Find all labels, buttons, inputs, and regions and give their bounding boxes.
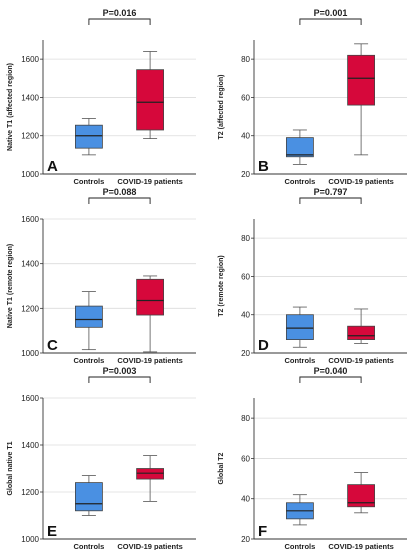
p-value-label: P=0.040	[314, 366, 348, 376]
iqr-box	[347, 484, 376, 508]
panel-letter: E	[47, 523, 57, 540]
panel-letter: A	[47, 158, 58, 175]
y-axis-label: Native T1 (affected region)	[7, 63, 14, 151]
panel-e: 1000 1200 1400 1600 Global native T1 Controls…	[7, 366, 196, 551]
y-tick-label: 40	[241, 132, 250, 141]
p-value-label: P=0.797	[314, 187, 348, 197]
y-tick-label: 1600	[21, 55, 39, 64]
y-tick-label: 80	[241, 234, 250, 243]
y-axis-label: Global native T1	[7, 441, 14, 495]
category-label: COVID-19 patients	[328, 356, 393, 365]
iqr-box	[347, 325, 376, 341]
y-tick-label: 20	[241, 535, 250, 544]
box-controls	[285, 494, 314, 526]
iqr-box	[285, 314, 314, 341]
y-axis-label: Global T2	[218, 452, 225, 484]
panel-d: 20 40 60 80 T2 (remote region) Controls COVID-…	[218, 187, 407, 365]
y-tick-label: 1400	[21, 93, 39, 102]
box-controls	[75, 291, 103, 351]
iqr-box	[75, 124, 103, 149]
iqr-box	[136, 69, 165, 131]
iqr-box	[75, 482, 103, 512]
y-tick-label: 1000	[21, 535, 39, 544]
box-covid	[136, 455, 165, 502]
y-tick-label: 1200	[21, 304, 39, 313]
category-label: COVID-19 patients	[117, 177, 182, 186]
y-tick-label: 20	[241, 170, 250, 179]
iqr-box	[347, 54, 376, 106]
y-tick-label: 40	[241, 495, 250, 504]
iqr-box	[75, 305, 103, 328]
category-label: Controls	[73, 542, 104, 550]
panel-a: 1000 1200 1400 1600 Native T1 (affected regi…	[7, 8, 196, 186]
y-tick-label: 1000	[21, 170, 39, 179]
panel-letter: D	[258, 337, 269, 354]
significance-bracket	[299, 18, 362, 25]
box-controls	[285, 129, 314, 165]
category-label: COVID-19 patients	[117, 542, 182, 550]
y-axis-label: T2 (remote region)	[218, 255, 225, 316]
box-controls	[285, 306, 314, 348]
significance-bracket	[299, 376, 362, 383]
significance-bracket	[299, 197, 362, 204]
y-tick-label: 1200	[21, 488, 39, 497]
y-tick-label: 40	[241, 311, 250, 320]
p-value-label: P=0.088	[103, 187, 137, 197]
y-tick-label: 60	[241, 272, 250, 281]
panel-letter: B	[258, 158, 269, 175]
y-tick-label: 1400	[21, 441, 39, 450]
p-value-label: P=0.003	[103, 366, 137, 376]
y-tick-label: 1000	[21, 349, 39, 358]
y-axis-label: Native T1 (remote region)	[7, 244, 14, 328]
panel-f: 20 40 60 80 Global T2 Controls COVID-19 patien…	[218, 366, 407, 551]
significance-bracket	[88, 197, 151, 204]
category-label: Controls	[284, 177, 315, 186]
y-tick-label: 20	[241, 349, 250, 358]
significance-bracket	[88, 376, 151, 383]
y-axis-label: T2 (affected region)	[218, 75, 225, 140]
y-tick-label: 60	[241, 93, 250, 102]
y-tick-label: 1600	[21, 394, 39, 403]
panel-letter: C	[47, 337, 58, 354]
p-value-label: P=0.016	[103, 8, 137, 18]
panel-c: 1000 1200 1400 1600 Native T1 (remote region…	[7, 187, 196, 365]
panel-b: 20 40 60 80 T2 (affected region) Controls COVI…	[218, 8, 407, 186]
category-label: Controls	[73, 177, 104, 186]
iqr-box	[136, 278, 165, 316]
category-label: COVID-19 patients	[328, 542, 393, 550]
y-tick-label: 80	[241, 55, 250, 64]
iqr-box	[285, 137, 314, 158]
category-label: COVID-19 patients	[117, 356, 182, 365]
box-controls	[75, 475, 103, 516]
box-covid	[347, 472, 376, 514]
panel-letter: F	[258, 523, 267, 540]
category-label: COVID-19 patients	[328, 177, 393, 186]
box-covid	[136, 275, 165, 353]
significance-bracket	[88, 18, 151, 25]
category-label: Controls	[284, 356, 315, 365]
box-controls	[75, 118, 103, 156]
box-covid	[347, 308, 376, 344]
y-tick-label: 60	[241, 454, 250, 463]
y-tick-label: 80	[241, 414, 250, 423]
category-label: Controls	[73, 356, 104, 365]
p-value-label: P=0.001	[314, 8, 348, 18]
box-covid	[136, 51, 165, 139]
y-tick-label: 1600	[21, 215, 39, 224]
y-tick-label: 1400	[21, 260, 39, 269]
box-covid	[347, 43, 376, 156]
y-tick-label: 1200	[21, 132, 39, 141]
category-label: Controls	[284, 542, 315, 550]
